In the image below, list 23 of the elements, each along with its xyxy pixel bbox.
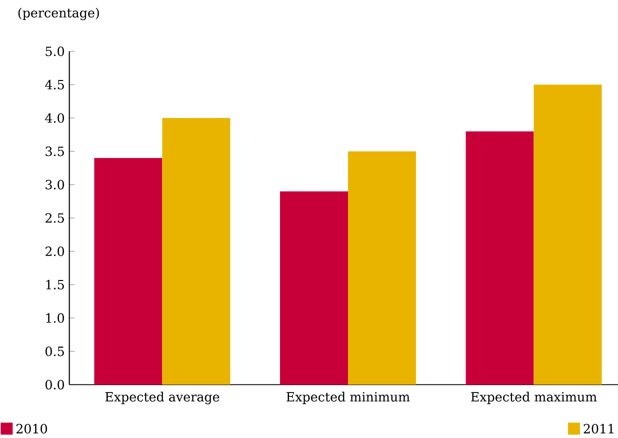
y-tick-label: 3.0 [46,180,64,190]
y-tick-label: 0.5 [46,346,64,356]
bar [94,158,162,385]
x-tick-label: Expected average [105,392,220,404]
y-tick-label: 1.5 [46,280,64,290]
bar [280,191,348,385]
x-tick-label: Expected minimum [286,392,410,404]
bar [162,118,230,385]
bar [466,131,534,385]
y-tick-label: 3.5 [46,146,64,156]
y-tick-label: 4.0 [45,113,64,123]
bar [534,84,602,385]
y-tick-label: 1.0 [46,313,64,323]
y-tick-label: 2.5 [46,213,64,223]
y-tick-label: 0.0 [46,380,64,390]
y-tick-label: 4.5 [45,80,64,90]
y-tick-label: 2.0 [46,246,64,256]
y-tick-label: 5.0 [46,46,64,56]
y-axis-title: (percentage) [18,8,99,20]
legend-label: 2010 [16,424,47,434]
bar [348,151,416,385]
legend-label: 2011 [584,424,614,434]
x-tick-label: Expected maximum [471,392,597,404]
